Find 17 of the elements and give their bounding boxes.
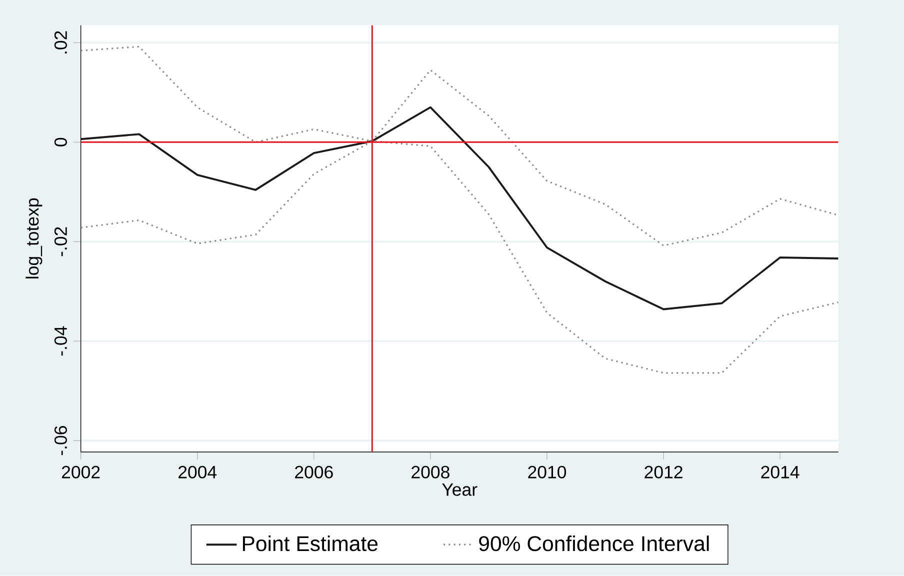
y-tick-label: 0 <box>54 138 67 147</box>
legend-label: 90% Confidence Interval <box>479 536 709 552</box>
legend-label: Point Estimate <box>242 536 378 552</box>
y-tick-label: .02 <box>54 31 67 54</box>
x-tick-label: 2002 <box>62 466 100 479</box>
x-tick-label: 2010 <box>528 466 566 479</box>
x-tick-label: 2004 <box>178 466 217 479</box>
y-tick-label: -.04 <box>54 326 67 356</box>
x-tick-label: 2012 <box>644 466 682 479</box>
y-axis-title: log_totexp <box>26 198 42 279</box>
y-tick-label: -.02 <box>54 227 67 256</box>
x-axis-title: Year <box>442 484 478 496</box>
x-tick-label: 2008 <box>412 466 450 479</box>
x-tick-label: 2014 <box>761 466 800 479</box>
line-series <box>80 106 838 310</box>
y-tick-label: -.06 <box>54 426 67 456</box>
x-tick-label: 2006 <box>295 466 333 479</box>
